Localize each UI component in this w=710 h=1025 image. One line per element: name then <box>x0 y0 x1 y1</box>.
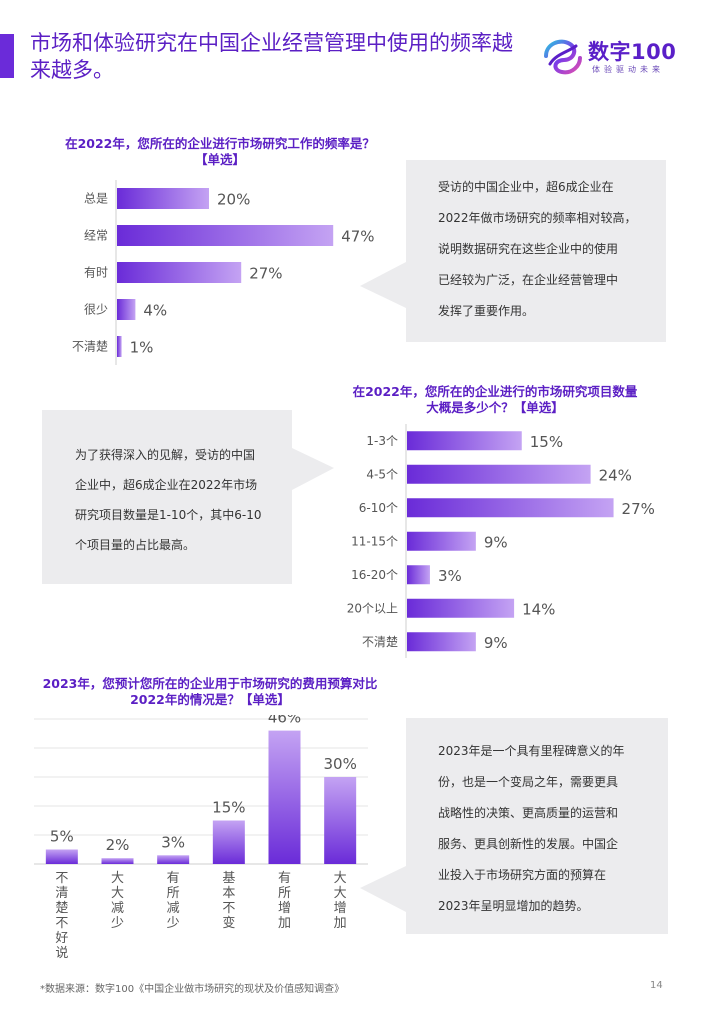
callout-1-line: 已经较为广泛，在企业经营管理中 <box>438 273 619 287</box>
bar <box>117 225 334 246</box>
chart-budget-title-line1: 2023年，您预计您所在的企业用于市场研究的费用预算对比 <box>42 676 378 691</box>
bar <box>117 299 136 320</box>
logo-text: 数字100 <box>588 40 677 64</box>
logo-mark-icon <box>544 39 582 75</box>
callout-2-line: 企业中，超6成企业在2022年市场 <box>75 478 258 492</box>
category-label: 总是 <box>84 192 108 206</box>
brand-logo: 数字100 体验驱动未来 <box>540 34 680 78</box>
callout-1-line: 2022年做市场研究的频率相对较高， <box>438 211 637 225</box>
page-title: 市场和体验研究在中国企业经营管理中使用的频率越来越多。 <box>30 31 513 82</box>
bar <box>117 188 209 209</box>
category-label: 6-10个 <box>359 501 398 515</box>
callout-3-line: 份，也是一个变局之年，需要更具 <box>438 775 619 789</box>
category-label: 有时 <box>84 266 108 280</box>
category-label: 很少 <box>84 303 108 317</box>
bar <box>45 849 78 864</box>
callout-3-bubble <box>360 718 668 934</box>
callout-2-line: 为了获得深入的见解，受访的中国 <box>75 448 256 462</box>
bar <box>407 632 476 652</box>
chart-frequency-title: 在2022年，您所在的企业进行市场研究工作的频率是？ 【单选】 <box>40 136 400 168</box>
category-label: 11-15个 <box>351 534 398 548</box>
value-label: 15% <box>212 799 245 817</box>
category-label: 不清楚不好说 <box>55 871 68 961</box>
bar <box>407 464 591 484</box>
category-label: 有所减少 <box>167 871 180 931</box>
value-label: 30% <box>323 755 356 773</box>
bar <box>407 431 522 451</box>
chart-frequency-title-line2: 【单选】 <box>194 152 245 167</box>
chart-projects-title-line1: 在2022年，您所在的企业进行的市场研究项目数量 <box>352 384 638 399</box>
category-label: 20个以上 <box>347 601 398 615</box>
callout-1-line: 受访的中国企业中，超6成企业在 <box>438 180 614 194</box>
page-number: 14 <box>650 980 663 991</box>
category-label: 4-5个 <box>366 467 398 481</box>
category-label: 16-20个 <box>351 568 398 582</box>
value-label: 3% <box>161 833 185 851</box>
callout-2-line: 研究项目数量是1-10个，其中6-10 <box>75 508 262 522</box>
chart-frequency-title-line1: 在2022年，您所在的企业进行市场研究工作的频率是？ <box>65 136 375 151</box>
value-label: 27% <box>249 265 282 283</box>
value-label: 14% <box>522 600 555 618</box>
bar <box>212 820 245 864</box>
category-label: 基本不变 <box>222 871 235 931</box>
chart-budget-title: 2023年，您预计您所在的企业用于市场研究的费用预算对比 2022年的情况是？【… <box>30 676 390 708</box>
value-label: 27% <box>622 500 655 518</box>
callout-1-text: 受访的中国企业中，超6成企业在 2022年做市场研究的频率相对较高， 说明数据研… <box>438 172 668 327</box>
chart-projects-title: 在2022年，您所在的企业进行的市场研究项目数量 大概是多少个？【单选】 <box>330 384 660 416</box>
data-source-note: *数据来源：数字100《中国企业做市场研究的现状及价值感知调查》 <box>40 984 345 995</box>
chart-budget: 5% 不清楚不好说 2% 大大减少 3% 有所减少 15% 基本不变 46% 有所增加 30% 大大增… <box>34 715 368 961</box>
category-label: 大大减少 <box>111 871 124 931</box>
value-label: 2% <box>106 836 130 854</box>
value-label: 9% <box>484 634 508 652</box>
value-label: 20% <box>217 191 250 209</box>
callout-3-line: 业投入于市场研究方面的预算在 <box>438 868 607 882</box>
title-accent-bar <box>0 34 14 78</box>
bar <box>117 262 242 283</box>
category-label: 有所增加 <box>278 871 291 931</box>
logo-subtitle: 体验驱动未来 <box>592 65 664 74</box>
value-label: 24% <box>599 466 632 484</box>
callout-3-line: 2023年呈明显增加的趋势。 <box>438 899 589 913</box>
callout-1-line: 说明数据研究在这些企业中的使用 <box>438 242 619 256</box>
chart-projects-title-line2: 大概是多少个？【单选】 <box>426 400 564 415</box>
value-label: 47% <box>341 228 374 246</box>
value-label: 5% <box>50 828 74 846</box>
chart-projects: 1-3个 15% 4-5个 24% 6-10个 27% 11-15个 9% 16-20个 3% 20… <box>347 424 655 658</box>
bar <box>268 730 301 864</box>
callout-1-bubble <box>360 160 666 342</box>
chart-frequency: 总是 20% 经常 47% 有时 27% 很少 4% 不清楚 1% <box>72 180 375 365</box>
bar <box>101 858 134 864</box>
bar <box>407 498 614 518</box>
bar <box>407 531 476 551</box>
category-label: 大大增加 <box>334 871 347 931</box>
value-label: 4% <box>143 302 167 320</box>
category-label: 1-3个 <box>366 434 398 448</box>
bar <box>324 777 357 864</box>
category-label: 不清楚 <box>72 340 108 354</box>
bar <box>117 336 122 357</box>
callout-1-line: 发挥了重要作用。 <box>438 304 535 318</box>
callout-3-text: 2023年是一个具有里程碑意义的年 份，也是一个变局之年，需要更具 战略性的决策… <box>438 736 668 922</box>
callout-2-text: 为了获得深入的见解，受访的中国 企业中，超6成企业在2022年市场 研究项目数量… <box>75 440 295 560</box>
callout-3-line: 战略性的决策、更高质量的运营和 <box>438 806 619 820</box>
callout-3-line: 2023年是一个具有里程碑意义的年 <box>438 744 625 758</box>
bar <box>157 855 190 864</box>
category-label: 经常 <box>84 229 108 243</box>
bar <box>407 598 515 618</box>
value-label: 46% <box>268 715 301 727</box>
value-label: 15% <box>530 433 563 451</box>
value-label: 1% <box>130 339 154 357</box>
callout-2-bubble <box>42 410 334 584</box>
bar <box>407 565 430 585</box>
callout-2-line: 个项目量的占比最高。 <box>75 538 196 552</box>
value-label: 9% <box>484 533 508 551</box>
value-label: 3% <box>438 567 462 585</box>
callout-3-line: 服务、更具创新性的发展。中国企 <box>438 837 619 851</box>
chart-budget-title-line2: 2022年的情况是？【单选】 <box>130 692 290 707</box>
category-label: 不清楚 <box>362 635 398 649</box>
